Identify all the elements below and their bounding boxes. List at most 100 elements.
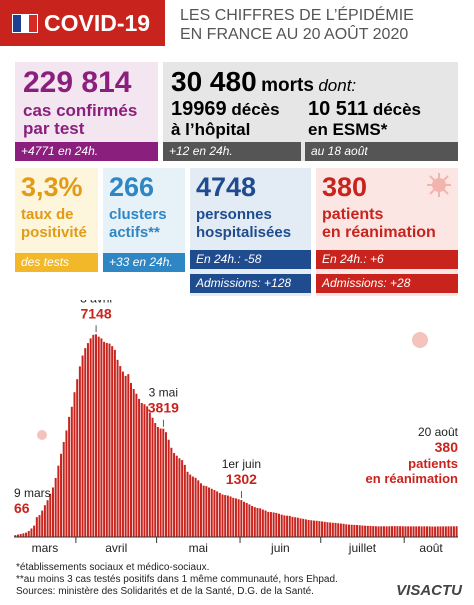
bar [372, 526, 375, 537]
bar [256, 507, 259, 537]
flag [12, 14, 38, 33]
deaths-label: morts [261, 75, 314, 96]
bar [46, 500, 49, 537]
bar [366, 525, 369, 537]
bar [156, 427, 159, 537]
bar [213, 490, 216, 537]
bar [22, 533, 25, 537]
bar [396, 526, 399, 537]
bar [388, 526, 391, 537]
bar [113, 349, 116, 537]
annotation-label: 9 mars [14, 486, 51, 500]
bar [415, 526, 418, 537]
bar [81, 355, 84, 537]
bar [302, 518, 305, 537]
bar [426, 526, 428, 537]
bar [170, 447, 173, 537]
bar [189, 474, 192, 537]
bar [353, 524, 356, 537]
cases-line: cas confirmés [23, 101, 138, 120]
bar [334, 522, 337, 537]
month-label: juillet [348, 541, 377, 555]
bar [237, 499, 240, 537]
bar [119, 366, 122, 537]
bar [409, 526, 412, 537]
bar [399, 526, 402, 537]
bar [361, 525, 364, 537]
bar [210, 488, 213, 537]
bar [30, 528, 33, 537]
hospital-strip: +12 en 24h. [163, 142, 301, 161]
bar [51, 487, 54, 537]
cases-box: 229 814 cas confirmés par test +4771 en … [15, 62, 158, 161]
bar [199, 483, 202, 537]
bar [221, 494, 224, 537]
annotation-label: 3 mai [149, 386, 178, 400]
bar [78, 366, 81, 537]
bar [278, 513, 280, 537]
virus-icon [412, 332, 428, 348]
bar [264, 510, 267, 537]
bar [132, 389, 135, 537]
icu-strip: Admissions: +28 [316, 274, 458, 293]
bar [138, 398, 141, 537]
title-line: LES CHIFFRES DE L’ÉPIDÉMIE [180, 7, 414, 24]
bar [186, 471, 189, 537]
month-label: avril [105, 541, 127, 555]
positivity-strip: des tests [15, 253, 98, 272]
bar [243, 501, 246, 537]
bar [423, 526, 426, 537]
bar [318, 521, 321, 537]
annotation-value: 3819 [148, 400, 179, 416]
bar [339, 523, 342, 537]
bar [68, 416, 71, 537]
bar [92, 334, 95, 537]
bar [33, 525, 36, 537]
bar [97, 336, 100, 537]
bar [253, 507, 256, 537]
month-label: mars [32, 541, 59, 555]
positivity-number: 3,3% [21, 172, 83, 202]
bar [14, 535, 17, 537]
bar [62, 441, 65, 537]
footnotes: *établissements sociaux et médico-sociau… [16, 562, 338, 598]
bar [89, 338, 92, 537]
deaths-box: 30 480 morts dont: 19969 décès à l’hôpit… [163, 62, 458, 161]
bar [442, 526, 445, 537]
bar [124, 375, 127, 537]
bar [205, 486, 208, 537]
bar [76, 379, 79, 537]
clusters-box: 266 clusters actifs** +33 en 24h. [103, 168, 185, 272]
hospitalised-number: 4748 [196, 172, 257, 202]
bar [326, 522, 329, 537]
bar [49, 493, 52, 537]
bar [38, 515, 41, 537]
bar [358, 525, 361, 537]
footnote: **au moins 3 cas testés positifs dans 1 … [16, 574, 338, 585]
bar [315, 520, 318, 537]
bar [288, 515, 291, 537]
bar [393, 526, 396, 537]
bar [65, 430, 68, 537]
bar [299, 518, 302, 537]
bar [310, 520, 313, 537]
bar [444, 526, 447, 537]
cases-line: par test [23, 119, 85, 138]
bar [272, 512, 275, 537]
bar [86, 343, 89, 537]
bar [60, 453, 63, 537]
bar [269, 512, 272, 537]
bar [337, 523, 340, 537]
annotation-label: 1er juin [222, 457, 261, 471]
bar [229, 496, 232, 537]
bar [216, 491, 219, 537]
bar [121, 371, 124, 537]
bar [345, 524, 348, 537]
bar [385, 526, 388, 537]
bar [197, 480, 200, 537]
bar [70, 406, 73, 537]
bar [25, 532, 28, 537]
footnote: *établissements sociaux et médico-sociau… [16, 562, 210, 573]
deaths-suffix: dont: [318, 76, 357, 95]
bar [267, 511, 270, 537]
